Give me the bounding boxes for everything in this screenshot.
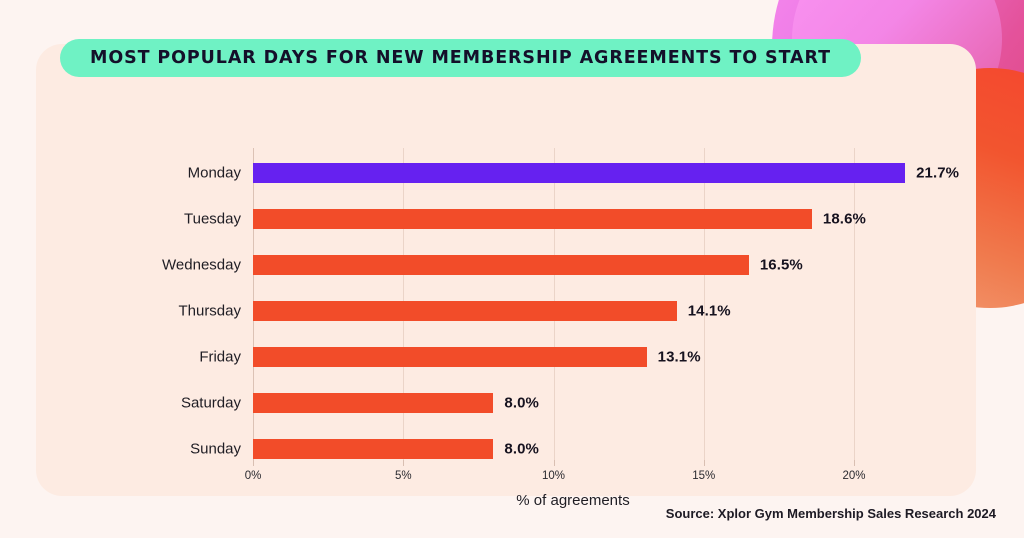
source-credit: Source: Xplor Gym Membership Sales Resea… — [665, 506, 996, 521]
bar-monday[interactable] — [253, 163, 906, 183]
x-tick-label: 20% — [842, 470, 866, 482]
category-label-wrap: Friday — [41, 347, 241, 367]
category-label-wednesday: Wednesday — [162, 256, 241, 274]
category-label-wrap: Monday — [41, 163, 241, 183]
bar-value-label: 18.6% — [822, 210, 866, 228]
x-tick-mark — [403, 460, 405, 466]
category-label-saturday: Saturday — [180, 394, 241, 412]
bar-chart: 0% 5% 10% 15% 20% 21.7% Monday 18.6% Tuesday 16.5… — [36, 140, 976, 509]
x-tick-mark — [854, 460, 855, 466]
bar-value-label: 14.1% — [687, 302, 731, 320]
bar-value-label: 21.7% — [916, 164, 960, 182]
bar-tuesday[interactable] — [253, 209, 812, 229]
bar-row: 18.6% — [253, 209, 893, 229]
category-label-wrap: Wednesday — [41, 255, 241, 275]
category-label-sunday: Sunday — [190, 440, 241, 458]
category-label-tuesday: Tuesday — [184, 210, 241, 228]
bar-thursday[interactable] — [253, 301, 677, 321]
category-label-wrap: Saturday — [41, 393, 241, 413]
gridline-20% — [854, 148, 855, 460]
bar-row: 13.1% — [253, 347, 893, 367]
bar-sunday[interactable] — [253, 439, 494, 459]
category-label-thursday: Thursday — [178, 302, 241, 320]
x-tick-label: 0% — [244, 470, 262, 482]
category-label-wrap: Tuesday — [41, 209, 241, 229]
page-title: MOST POPULAR DAYS FOR NEW MEMBERSHIP AGR… — [90, 48, 831, 68]
x-tick-label: 5% — [394, 470, 412, 482]
bar-wednesday[interactable] — [253, 255, 749, 275]
bar-friday[interactable] — [253, 347, 647, 367]
bar-row: 8.0% — [253, 393, 893, 413]
plot-area: 0% 5% 10% 15% 20% 21.7% Monday 18.6% Tuesday 16.5… — [162, 148, 959, 482]
bar-value-label: 8.0% — [504, 394, 539, 412]
x-tick-mark — [253, 460, 254, 466]
category-label-wrap: Sunday — [41, 439, 241, 459]
chart-title-badge: MOST POPULAR DAYS FOR NEW MEMBERSHIP AGR… — [60, 39, 861, 77]
x-tick-label: 15% — [692, 470, 716, 482]
x-tick-mark — [553, 460, 555, 466]
category-label-wrap: Thursday — [41, 301, 241, 321]
category-label-friday: Friday — [199, 348, 241, 366]
bar-row: 14.1% — [253, 301, 893, 321]
bar-row: 8.0% — [253, 439, 893, 459]
chart-card: 0% 5% 10% 15% 20% 21.7% Monday 18.6% Tuesday 16.5… — [36, 44, 976, 509]
bar-row: 16.5% — [253, 255, 893, 275]
bar-value-label: 16.5% — [759, 256, 803, 274]
bar-value-label: 8.0% — [504, 440, 539, 458]
x-axis-title: % of agreements — [516, 492, 630, 509]
category-label-monday: Monday — [187, 164, 241, 182]
bar-row: 21.7% — [253, 163, 959, 183]
bar-saturday[interactable] — [253, 393, 494, 413]
gridline-15% — [703, 148, 705, 460]
x-tick-mark — [703, 460, 705, 466]
x-tick-label: 10% — [541, 470, 566, 482]
bar-value-label: 13.1% — [657, 348, 701, 366]
